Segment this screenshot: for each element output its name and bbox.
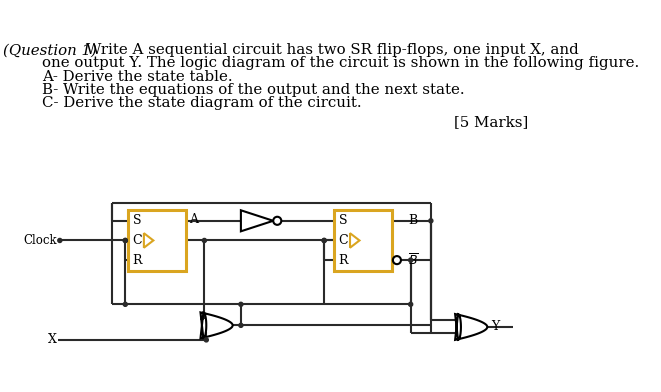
Bar — [334, 210, 392, 271]
Circle shape — [429, 219, 433, 223]
Text: S: S — [133, 214, 141, 227]
Circle shape — [58, 238, 62, 243]
Circle shape — [123, 302, 128, 306]
Text: B- Write the equations of the output and the next state.: B- Write the equations of the output and… — [42, 83, 465, 97]
Circle shape — [239, 302, 243, 306]
Circle shape — [239, 323, 243, 327]
Text: C- Derive the state diagram of the circuit.: C- Derive the state diagram of the circu… — [42, 96, 362, 110]
Circle shape — [322, 238, 326, 243]
Text: C: C — [133, 234, 142, 247]
Circle shape — [202, 238, 206, 243]
Text: A- Derive the state table.: A- Derive the state table. — [42, 70, 233, 84]
Text: R: R — [338, 254, 348, 267]
Circle shape — [123, 238, 128, 243]
Text: Y: Y — [492, 320, 500, 334]
Circle shape — [123, 238, 128, 243]
Text: Clock: Clock — [23, 234, 57, 247]
Text: S: S — [338, 214, 347, 227]
Circle shape — [204, 338, 208, 342]
Text: $\overline{B}$: $\overline{B}$ — [408, 252, 419, 268]
Text: [5 Marks]: [5 Marks] — [453, 115, 528, 129]
Text: C: C — [338, 234, 348, 247]
Text: A: A — [189, 214, 198, 227]
Text: R: R — [133, 254, 142, 267]
Text: Write A sequential circuit has two SR flip-flops, one input X, and: Write A sequential circuit has two SR fl… — [87, 43, 579, 57]
Bar — [128, 210, 186, 271]
Text: (Question 1): (Question 1) — [3, 43, 97, 57]
Circle shape — [322, 238, 326, 243]
Text: X: X — [48, 333, 57, 347]
Text: B: B — [408, 214, 418, 227]
Circle shape — [408, 302, 412, 306]
Text: one output Y. The logic diagram of the circuit is shown in the following figure.: one output Y. The logic diagram of the c… — [42, 56, 639, 71]
Circle shape — [408, 258, 412, 262]
